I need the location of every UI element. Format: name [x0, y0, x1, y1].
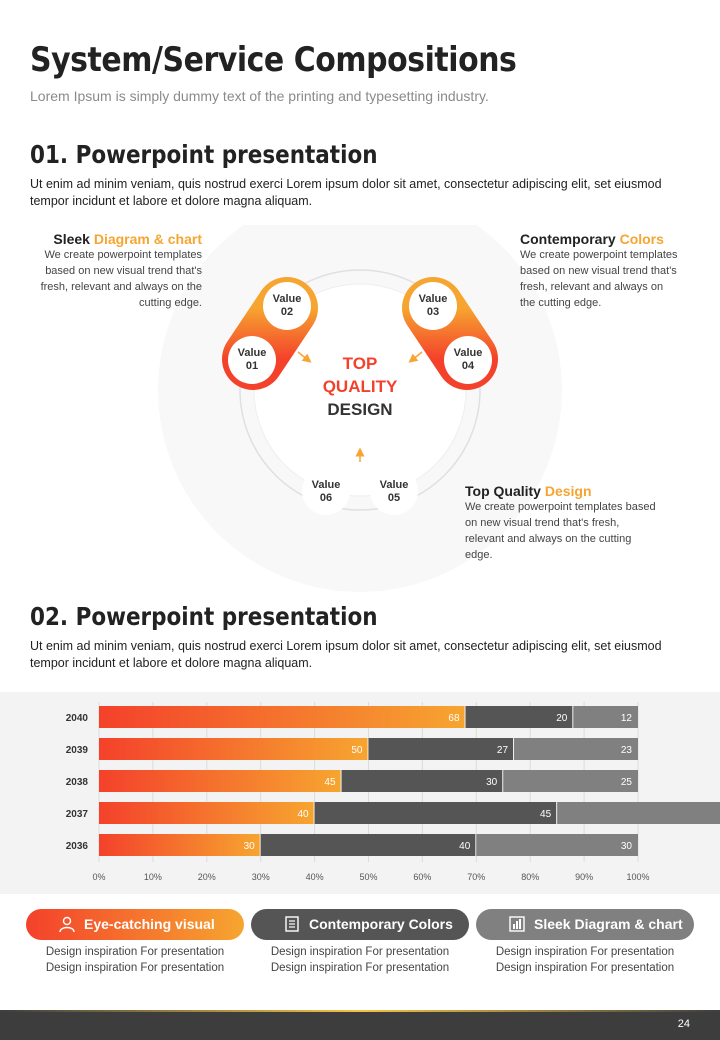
- section1-heading: 01. Powerpoint presentation: [30, 140, 378, 169]
- category-label: 2037: [66, 809, 89, 820]
- data-label: 23: [621, 745, 633, 756]
- diagram-center-text: TOP QUALITY DESIGN: [322, 354, 398, 419]
- blob-right: [402, 277, 498, 390]
- data-label: 30: [486, 777, 498, 788]
- footer-accent-line: [0, 1010, 720, 1012]
- data-label: 40: [459, 841, 471, 852]
- bar-segment: [99, 834, 260, 856]
- arrow-right: [408, 351, 423, 363]
- category-label: 2036: [66, 841, 89, 852]
- page-title: System/Service Compositions: [30, 40, 517, 80]
- x-tick-label: 90%: [575, 872, 593, 882]
- page-subtitle: Lorem Ipsum is simply dummy text of the …: [30, 88, 489, 104]
- stacked-bar-chart: 0% 10% 20% 30% 40% 50% 60% 70% 80% 90% 100%2040 68 2…: [66, 702, 720, 882]
- section1-paragraph: Ut enim ad minim veniam, quis nostrud ex…: [30, 177, 662, 208]
- data-label: 45: [324, 777, 336, 788]
- feature-title: Contemporary Colors: [520, 231, 664, 247]
- feature-text: We create powerpoint templates based on …: [40, 249, 202, 309]
- x-tick-label: 0%: [92, 872, 105, 882]
- x-tick-label: 20%: [198, 872, 216, 882]
- blob-left: [222, 277, 318, 390]
- data-label: 27: [497, 745, 509, 756]
- category-label: 2040: [66, 713, 89, 724]
- data-label: 25: [621, 777, 633, 788]
- data-label: 20: [556, 713, 568, 724]
- feature-sleek-diagram: Sleek Diagram & chart We create powerpoi…: [40, 231, 202, 311]
- value-04-label: Value 04: [453, 347, 483, 372]
- bar-segment: [314, 802, 557, 824]
- pill-sleek-diagram: Sleek Diagram & chart: [476, 909, 694, 940]
- document-icon: [285, 916, 299, 932]
- pill-description: Design inspiration For presentation Desig…: [45, 946, 225, 974]
- data-label: 40: [297, 809, 309, 820]
- bar-segment: [341, 770, 503, 792]
- feature-text: We create powerpoint templates based on …: [465, 501, 656, 561]
- bar-segment: [465, 706, 573, 728]
- data-label: 50: [351, 745, 363, 756]
- x-tick-label: 60%: [413, 872, 431, 882]
- pill-description: Design inspiration For presentation Desig…: [495, 946, 675, 974]
- pill-label: Sleek Diagram & chart: [534, 916, 683, 932]
- pill-eye-catching-visual: Eye-catching visual: [26, 909, 244, 940]
- data-label: 45: [540, 809, 552, 820]
- feature-text: We create powerpoint templates based on …: [520, 249, 678, 309]
- section2-paragraph: Ut enim ad minim veniam, quis nostrud ex…: [30, 639, 662, 670]
- pill-contemporary-colors: Contemporary Colors: [251, 909, 469, 940]
- bar-segment: [99, 706, 465, 728]
- data-label: 12: [621, 713, 633, 724]
- bar-segment: [503, 770, 638, 792]
- x-tick-label: 50%: [359, 872, 377, 882]
- feature-title: Top Quality Design: [465, 483, 592, 499]
- section2-heading: 02. Powerpoint presentation: [30, 602, 378, 631]
- page-number: 24: [677, 1018, 690, 1030]
- x-tick-label: 70%: [467, 872, 485, 882]
- x-tick-label: 100%: [626, 872, 649, 882]
- pill-description: Design inspiration For presentation Desig…: [270, 946, 450, 974]
- feature-top-quality: Top Quality Design We create powerpoint …: [465, 483, 660, 563]
- x-tick-label: 40%: [306, 872, 324, 882]
- feature-contemporary-colors: Contemporary Colors We create powerpoint…: [520, 231, 680, 311]
- blob-bottom: [295, 460, 425, 522]
- pill-label: Contemporary Colors: [309, 916, 453, 932]
- value-02-label: Value 02: [272, 293, 302, 318]
- value-05-label: Value 05: [379, 479, 409, 504]
- chart-icon: [509, 916, 525, 932]
- data-label: 30: [621, 841, 633, 852]
- category-label: 2039: [66, 745, 89, 756]
- person-icon: [59, 916, 75, 933]
- value-01-label: Value 01: [237, 347, 267, 372]
- bar-segment: [260, 834, 476, 856]
- bar-segment: [99, 770, 341, 792]
- data-label: 68: [448, 713, 460, 724]
- x-tick-label: 10%: [144, 872, 162, 882]
- bar-segment: [368, 738, 514, 760]
- feature-title: Sleek Diagram & chart: [53, 231, 202, 247]
- x-tick-label: 80%: [521, 872, 539, 882]
- x-tick-label: 30%: [252, 872, 270, 882]
- pill-label: Eye-catching visual: [84, 916, 215, 932]
- data-label: 30: [244, 841, 256, 852]
- value-03-label: Value 03: [418, 293, 448, 318]
- cycle-diagram: [158, 225, 562, 592]
- bar-segment: [573, 706, 638, 728]
- bar-segment: [99, 738, 368, 760]
- category-label: 2038: [66, 777, 89, 788]
- bar-segment: [514, 738, 638, 760]
- arrow-left: [297, 351, 312, 363]
- value-06-label: Value 06: [311, 479, 341, 504]
- bar-segment: [476, 834, 638, 856]
- bar-segment: [99, 802, 314, 824]
- footer-bar: [0, 1011, 720, 1040]
- bar-segment: [557, 802, 720, 824]
